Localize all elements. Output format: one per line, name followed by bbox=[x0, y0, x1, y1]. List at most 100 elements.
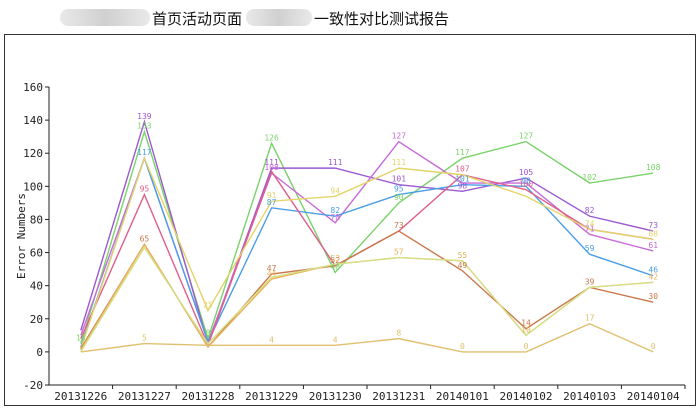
data-label: 0 bbox=[651, 342, 656, 351]
title-part-1: 首页活动页面 bbox=[152, 10, 243, 28]
data-label: 127 bbox=[519, 132, 534, 141]
redacted-blur-left bbox=[60, 9, 150, 26]
x-tick-label: 20140101 bbox=[436, 390, 489, 403]
data-label: 8 bbox=[206, 329, 211, 338]
data-label: 0 bbox=[524, 342, 529, 351]
data-label: 39 bbox=[585, 277, 595, 286]
series-line-6 bbox=[80, 156, 654, 349]
data-label: 94 bbox=[330, 186, 340, 195]
data-label: 5 bbox=[142, 334, 147, 343]
data-label: 133 bbox=[137, 122, 152, 131]
data-label: 25 bbox=[203, 301, 213, 310]
title-row: 首页活动页面 一致性对比测试报告 bbox=[0, 0, 700, 34]
data-label: 61 bbox=[648, 241, 658, 250]
data-label: 30 bbox=[648, 292, 658, 301]
chart-frame: -20 0 20 40 60 80 100 120 140 160 20131226 20131227… bbox=[4, 34, 696, 406]
data-label: 117 bbox=[455, 148, 470, 157]
x-tick-label: 20131230 bbox=[309, 390, 362, 403]
series-line-1 bbox=[80, 129, 654, 344]
y-tick-label: 160 bbox=[23, 81, 43, 94]
redacted-blur-right bbox=[246, 9, 312, 26]
y-tick-label: 0 bbox=[36, 346, 43, 359]
data-label: 44 bbox=[267, 269, 277, 278]
data-label: 8 bbox=[396, 329, 401, 338]
y-axis-label: Error Numbers bbox=[15, 193, 28, 279]
series-line-4 bbox=[80, 156, 654, 348]
x-tick-label: 20140103 bbox=[563, 390, 616, 403]
data-label: 82 bbox=[585, 206, 595, 215]
data-label: 111 bbox=[264, 158, 279, 167]
series-line-2 bbox=[80, 119, 654, 346]
x-tick-label: 20131229 bbox=[245, 390, 298, 403]
data-label: 52 bbox=[330, 256, 340, 265]
title-part-2: 一致性对比测试报告 bbox=[314, 10, 450, 28]
data-label: 90 bbox=[394, 193, 404, 202]
y-tick-label: -20 bbox=[23, 379, 43, 392]
x-tick-label: 20140104 bbox=[627, 390, 680, 403]
y-tick-label: 20 bbox=[30, 313, 43, 326]
data-label: 13 bbox=[76, 334, 86, 343]
data-label: 107 bbox=[455, 165, 470, 174]
data-label: 108 bbox=[264, 163, 279, 172]
data-label: 46 bbox=[648, 266, 658, 275]
data-label: 49 bbox=[458, 261, 468, 270]
data-label: 117 bbox=[137, 148, 152, 157]
y-tick-label: 60 bbox=[30, 247, 43, 260]
data-label: 59 bbox=[585, 244, 595, 253]
data-label: 95 bbox=[394, 185, 404, 194]
x-tick-label: 20131226 bbox=[54, 390, 107, 403]
data-label: 100 bbox=[519, 180, 534, 189]
y-tick-label: 120 bbox=[23, 147, 43, 160]
data-label: 0 bbox=[460, 342, 465, 351]
x-tick-label: 20131231 bbox=[372, 390, 425, 403]
data-label: 87 bbox=[267, 198, 277, 207]
data-label: 105 bbox=[519, 168, 534, 177]
data-label: 78 bbox=[330, 213, 340, 222]
x-tick-label: 20140102 bbox=[500, 390, 553, 403]
data-label: 126 bbox=[264, 133, 279, 142]
data-label: 95 bbox=[140, 185, 150, 194]
data-label: 65 bbox=[140, 234, 150, 243]
x-tick-label: 20131228 bbox=[182, 390, 235, 403]
data-label: 14 bbox=[521, 319, 531, 328]
data-label: 111 bbox=[328, 158, 343, 167]
data-label: 55 bbox=[458, 251, 468, 260]
y-tick-label: 100 bbox=[23, 180, 43, 193]
data-label: 4 bbox=[269, 335, 274, 344]
data-label: 53 bbox=[330, 254, 340, 263]
data-label: 57 bbox=[394, 248, 404, 257]
data-label: 98 bbox=[458, 181, 468, 190]
data-label: 71 bbox=[585, 224, 595, 233]
data-label: 68 bbox=[648, 229, 658, 238]
data-label: 111 bbox=[392, 158, 407, 167]
data-label: 91 bbox=[267, 191, 277, 200]
data-label: 74 bbox=[585, 219, 595, 228]
data-label: 47 bbox=[267, 264, 277, 273]
data-label: 73 bbox=[394, 221, 404, 230]
data-label: 4 bbox=[333, 335, 338, 344]
data-labels: 1313913311795655258126111108918747444111… bbox=[76, 112, 661, 351]
data-label: 101 bbox=[455, 175, 470, 184]
data-label: 101 bbox=[392, 175, 407, 184]
series-lines bbox=[80, 119, 654, 353]
y-tick-label: 140 bbox=[23, 114, 43, 127]
data-label: 98 bbox=[521, 176, 531, 185]
data-label: 42 bbox=[648, 272, 658, 281]
y-tick-label: 80 bbox=[30, 213, 43, 226]
x-tick-label: 20131227 bbox=[118, 390, 171, 403]
data-label: 73 bbox=[648, 221, 658, 230]
data-label: 48 bbox=[330, 262, 340, 271]
data-label: 127 bbox=[392, 132, 407, 141]
series-line-3 bbox=[80, 140, 654, 345]
data-label: 17 bbox=[585, 314, 595, 323]
data-label: 139 bbox=[137, 112, 152, 121]
data-label: 10 bbox=[521, 325, 531, 334]
data-label: 82 bbox=[330, 206, 340, 215]
series-line-10 bbox=[80, 322, 654, 353]
data-label: 102 bbox=[582, 173, 597, 182]
data-label: 108 bbox=[646, 163, 661, 172]
series-line-9 bbox=[80, 246, 654, 353]
y-tick-label: 40 bbox=[30, 280, 43, 293]
